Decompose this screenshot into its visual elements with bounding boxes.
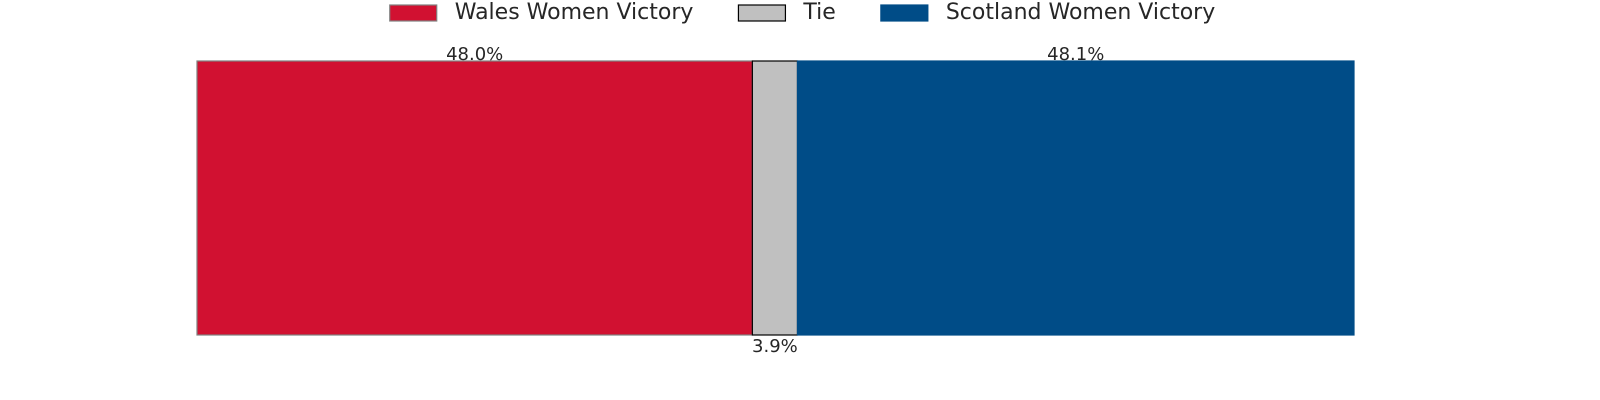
legend-swatch [389, 4, 438, 22]
value-label: 48.0% [446, 44, 503, 65]
legend-label: Wales Women Victory [455, 0, 694, 25]
legend-swatch [880, 4, 929, 22]
value-label: 48.1% [1047, 44, 1104, 65]
bar-segment [796, 60, 1355, 336]
legend-label: Scotland Women Victory [946, 0, 1215, 25]
legend-swatch [737, 4, 787, 22]
bar-segment [196, 60, 753, 336]
bar-segment [751, 60, 799, 336]
legend-label: Tie [802, 0, 835, 25]
value-label: 3.9% [752, 336, 798, 357]
